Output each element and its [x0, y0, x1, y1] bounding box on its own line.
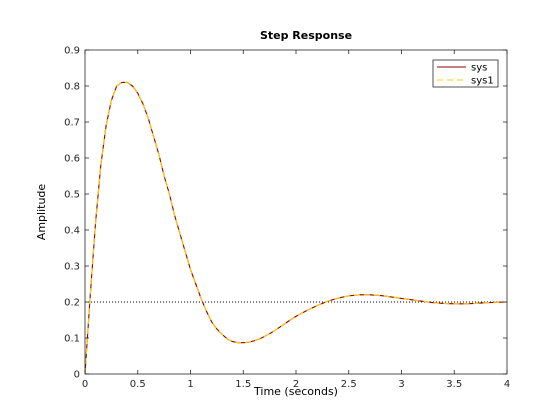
x-tick-label: 4 — [504, 379, 510, 390]
y-tick-label: 0.1 — [64, 334, 80, 345]
y-tick-label: 0.5 — [64, 190, 80, 201]
y-tick-label: 0.8 — [64, 82, 80, 93]
legend-box — [432, 59, 499, 88]
y-tick-label: 0.2 — [64, 298, 80, 309]
x-tick-label: 0 — [82, 379, 88, 390]
x-tick-label: 2 — [293, 379, 299, 390]
x-tick-label: 3 — [398, 379, 404, 390]
chart-title: Step Response — [260, 29, 352, 42]
y-tick-label: 0 — [74, 370, 80, 381]
x-tick-label: 2.5 — [341, 379, 357, 390]
y-tick-label: 0.3 — [64, 262, 80, 273]
x-tick-label: 1 — [187, 379, 193, 390]
legend-label-sys: sys — [471, 63, 487, 74]
legend: sys sys1 — [432, 59, 499, 88]
x-tick-label: 0.5 — [130, 379, 146, 390]
x-tick-label: 3.5 — [446, 379, 462, 390]
y-tick-label: 0.7 — [64, 118, 80, 129]
y-tick-label: 0.6 — [64, 154, 80, 165]
x-axis-label: Time (seconds) — [253, 385, 338, 398]
x-tick-label: 1.5 — [235, 379, 251, 390]
y-tick-label: 0.4 — [64, 226, 80, 237]
plot-area: 0 0.5 1 1.5 2 2.5 3 3.5 4 0 0.1 0.2 0.3 0.4 0.5 0.6 0.7 0… — [64, 46, 510, 391]
y-tick-label: 0.9 — [64, 46, 80, 57]
series-line-sys — [84, 81, 508, 375]
legend-label-sys1: sys1 — [471, 76, 494, 87]
axes-background — [85, 50, 507, 374]
y-axis-label: Amplitude — [35, 184, 48, 241]
